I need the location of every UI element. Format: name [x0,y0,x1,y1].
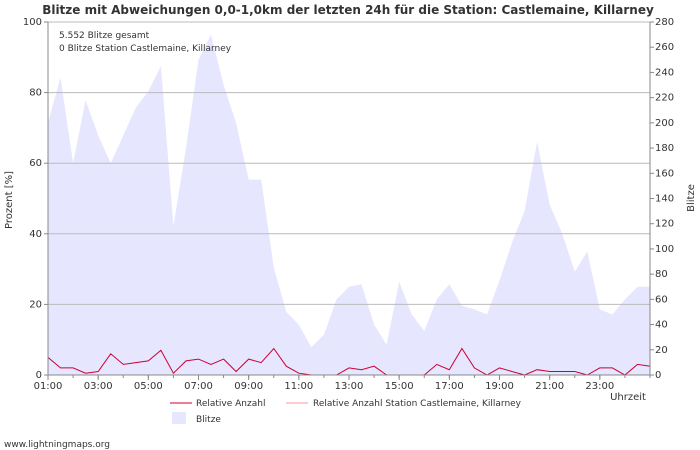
x-tick-label: 01:00 [34,381,63,392]
y-right-tick-label: 120 [655,219,674,230]
y-right-tick-label: 260 [655,42,674,53]
footer-credit: www.lightningmaps.org [4,440,110,450]
y-left-tick-label: 0 [36,370,42,381]
y-right-tick-label: 280 [655,17,674,28]
x-tick-label: 09:00 [234,381,263,392]
legend-label-blitze: Blitze [196,415,221,425]
legend: Relative Anzahl Relative Anzahl Station … [170,399,522,425]
x-tick-label: 05:00 [134,381,163,392]
x-tick-label: 11:00 [284,381,313,392]
x-tick-label: 15:00 [385,381,414,392]
y-right-tick-label: 240 [655,67,674,78]
x-tick-label: 21:00 [535,381,564,392]
y-right-tick-label: 180 [655,143,674,154]
grid-layer [48,21,650,305]
y-left-tick-label: 60 [29,158,42,169]
y-right-tick-label: 80 [655,269,668,280]
y-right-tick-label: 140 [655,194,674,205]
x-tick-label: 13:00 [335,381,364,392]
y-left-tick-label: 100 [23,17,42,28]
y-right-tick-label: 100 [655,244,674,255]
y-right-tick-label: 40 [655,320,668,331]
x-tick-label: 03:00 [84,381,113,392]
relative-anzahl-line [47,347,651,376]
y-left-tick-label: 40 [29,229,42,240]
annotation-station: 0 Blitze Station Castlemaine, Killarney [59,44,232,54]
y-right-tick-label: 60 [655,294,668,305]
axis-layer: 0 20 40 60 80 100 0 20 40 60 80 100 120 140 160 180 200 2… [23,17,674,392]
legend-swatch-blitze [172,412,186,424]
x-tick-label: 23:00 [585,381,614,392]
x-tick-label: 17:00 [435,381,464,392]
legend-label-station: Relative Anzahl Station Castlemaine, Kil… [313,399,522,409]
x-tick-label: 07:00 [184,381,213,392]
chart-title: Blitze mit Abweichungen 0,0-1,0km der le… [42,3,654,17]
y-right-tick-label: 160 [655,168,674,179]
y-left-tick-label: 20 [29,299,42,310]
legend-label-relative: Relative Anzahl [196,399,265,409]
y-right-tick-label: 20 [655,345,668,356]
x-axis-label: Uhrzeit [610,392,646,403]
y-right-tick-label: 0 [655,370,661,381]
blitze-area-layer [48,34,650,375]
y-left-tick-label: 80 [29,88,42,99]
y-axis-right-label: Blitze [686,184,697,212]
y-axis-left-label: Prozent [%] [4,171,15,229]
x-tick-label: 19:00 [485,381,514,392]
annotation-total: 5.552 Blitze gesamt [59,31,150,41]
y-right-tick-label: 220 [655,93,674,104]
blitze-area [48,34,650,375]
y-right-tick-label: 200 [655,118,674,129]
